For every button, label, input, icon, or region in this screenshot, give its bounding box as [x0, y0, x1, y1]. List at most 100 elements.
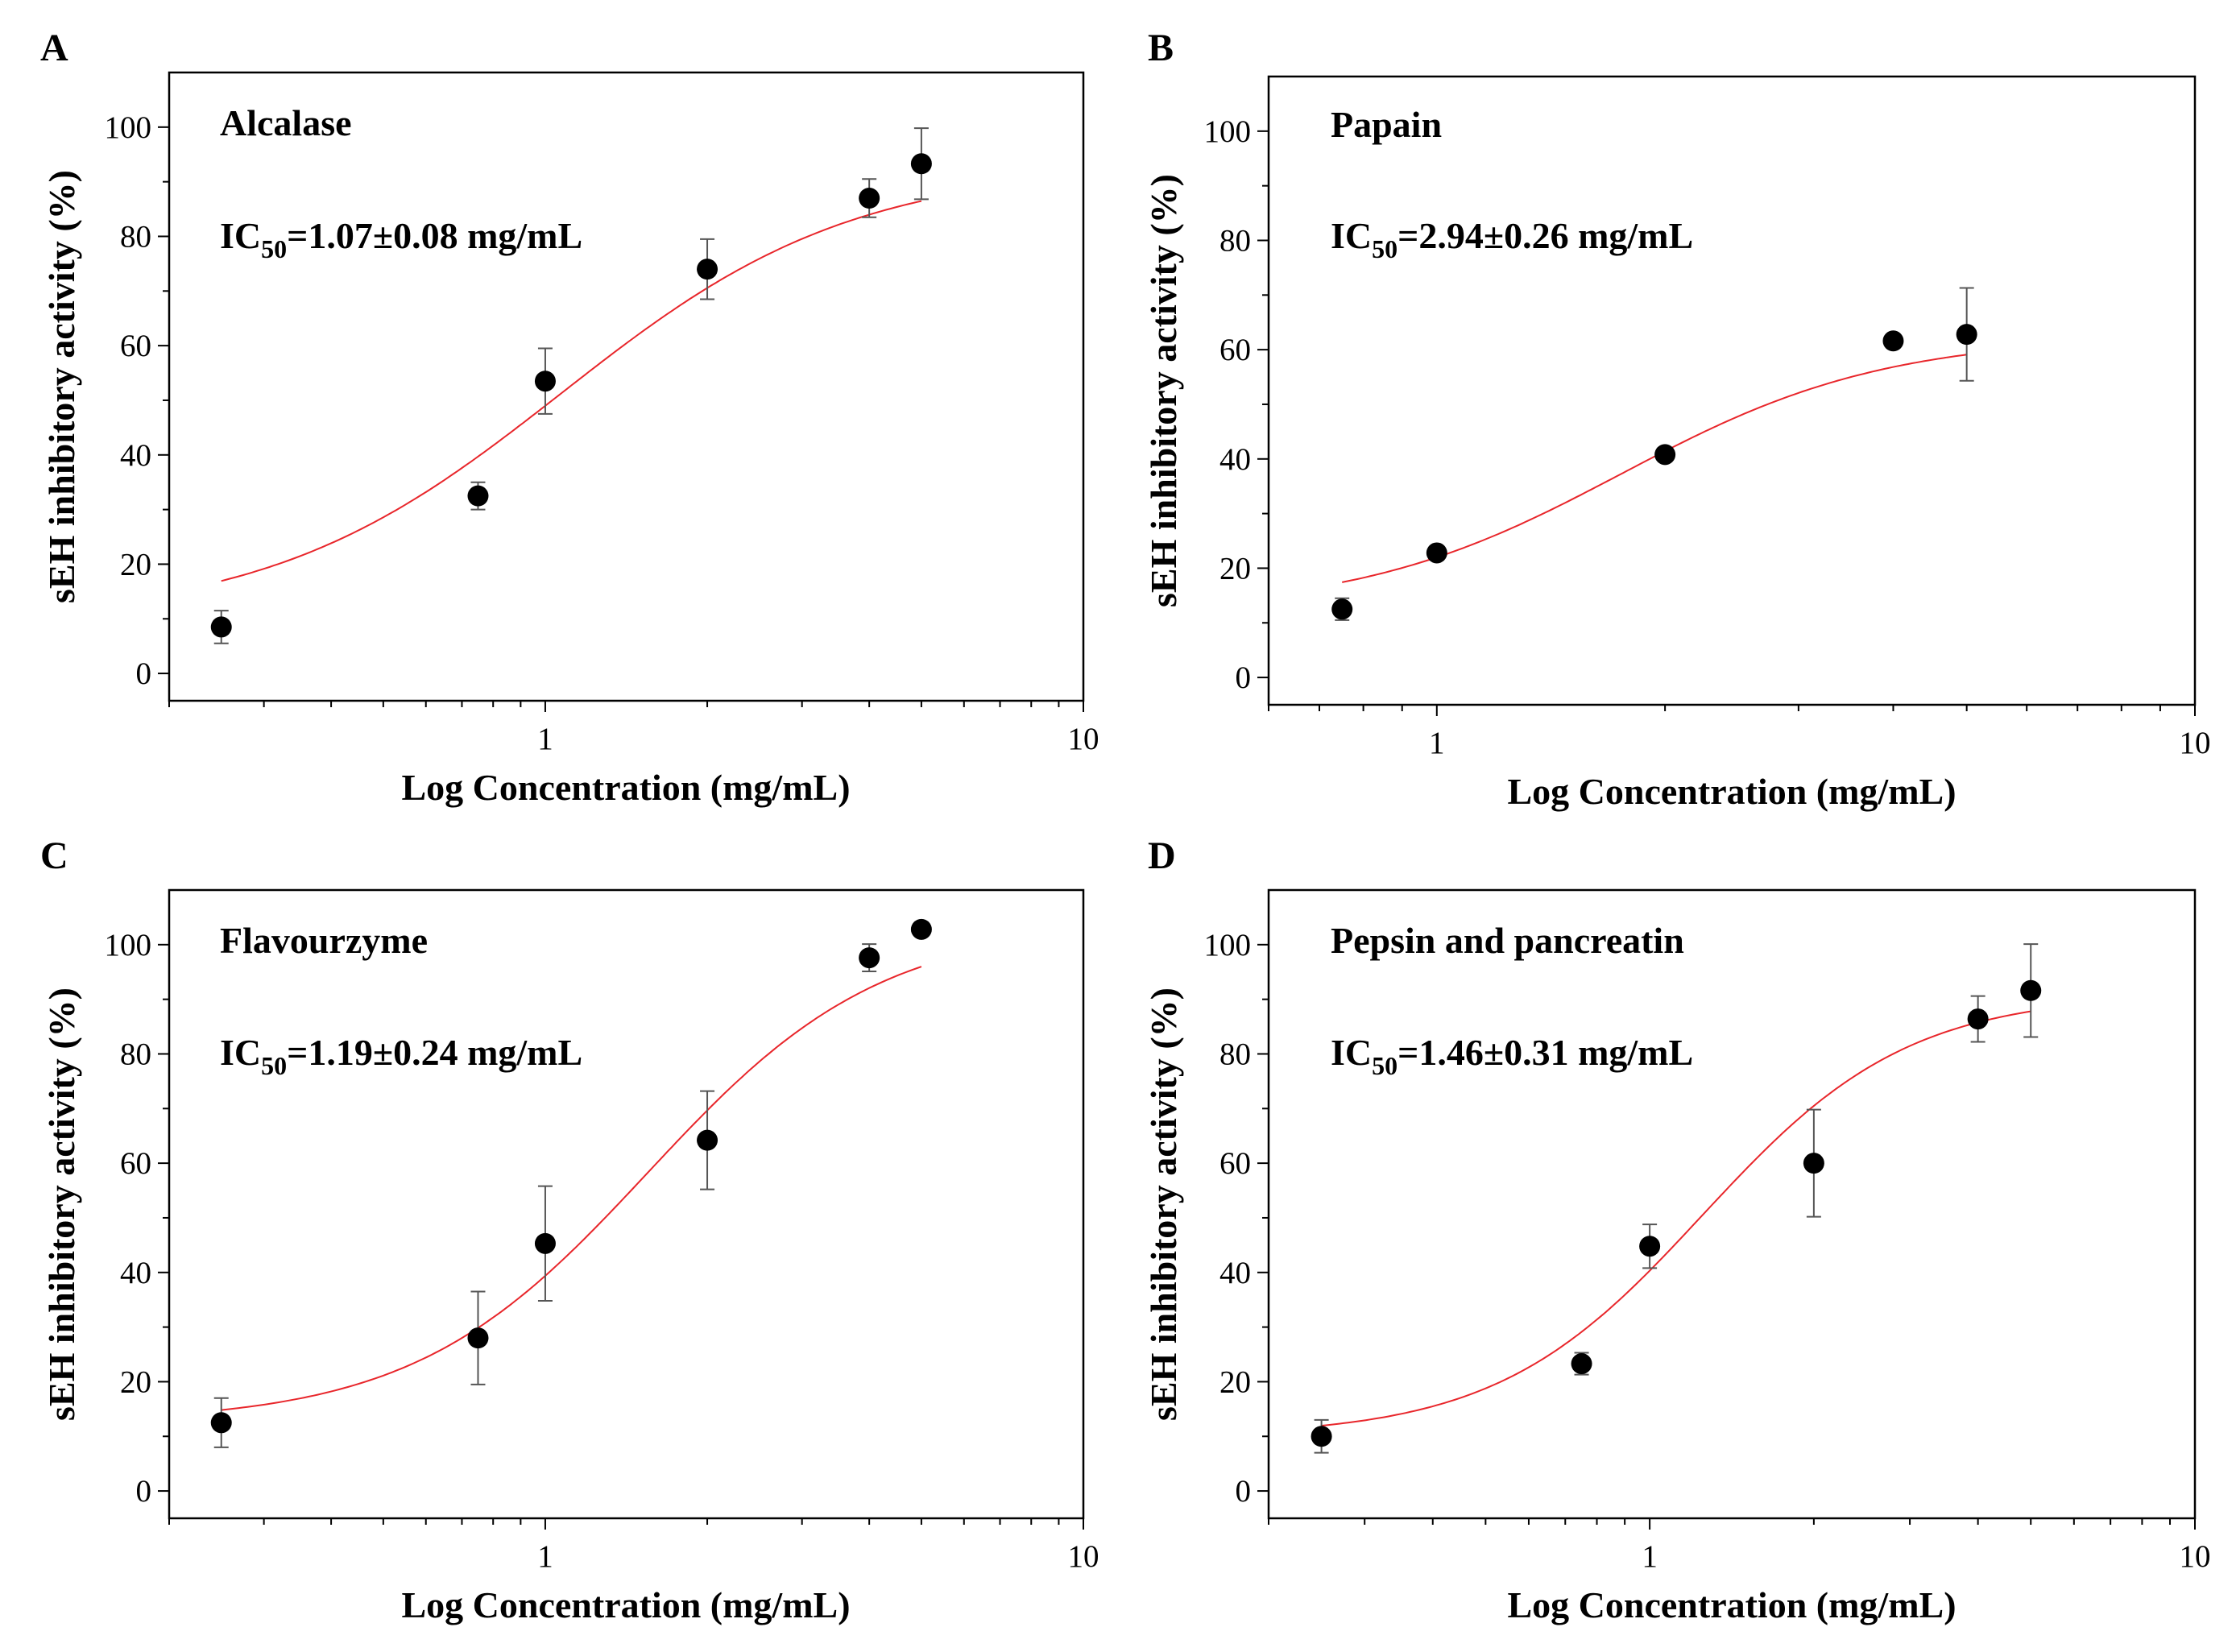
data-point — [1956, 324, 1977, 346]
data-point — [2020, 979, 2042, 1001]
y-tick-label: 20 — [1219, 551, 1251, 586]
fit-curve — [1321, 1010, 2031, 1426]
ic50-value: =2.94±0.26 mg/mL — [1398, 215, 1693, 256]
y-tick-label: 80 — [120, 1037, 151, 1071]
ic50-label: IC50=2.94±0.26 mg/mL — [1331, 215, 1693, 263]
ic50-prefix: IC — [220, 1032, 261, 1073]
plot-frame — [168, 888, 1085, 1520]
ic50-label: IC50=1.07±0.08 mg/mL — [220, 215, 582, 263]
y-tick-label: 0 — [136, 1474, 152, 1509]
data-point — [1571, 1353, 1592, 1375]
y-tick-label: 40 — [1219, 1256, 1251, 1290]
y-tick-label: 80 — [1219, 223, 1251, 258]
panel-letter: D — [1148, 834, 1176, 877]
x-axis-title: Log Concentration (mg/mL) — [1507, 771, 1956, 812]
data-point — [1639, 1236, 1661, 1257]
y-tick-labels: 0 20 40 60 80 100 — [105, 928, 152, 1509]
ic50-value: =1.46±0.31 mg/mL — [1398, 1032, 1693, 1073]
y-tick-labels: 0 20 40 60 80 100 — [1204, 928, 1252, 1509]
y-tick-label: 60 — [120, 1146, 151, 1181]
data-point — [697, 259, 718, 280]
x-tick-label: 1 — [537, 1539, 553, 1574]
x-tick-label: 10 — [1068, 722, 1099, 756]
ic50-value: =1.07±0.08 mg/mL — [287, 215, 582, 256]
y-tick-label: 100 — [1204, 928, 1252, 963]
data-points — [210, 918, 932, 1448]
data-point — [467, 485, 489, 507]
axis-ticks — [158, 126, 1084, 712]
data-point — [859, 188, 880, 209]
data-point — [1654, 444, 1676, 466]
y-tick-label: 80 — [120, 219, 151, 254]
x-tick-label: 1 — [537, 722, 553, 756]
data-point — [1426, 542, 1447, 564]
x-tick-labels: 1 10 — [1429, 726, 2210, 760]
ic50-subscript: 50 — [261, 1051, 287, 1080]
y-tick-label: 0 — [1236, 1474, 1252, 1509]
data-point — [534, 1232, 556, 1254]
data-points — [1331, 287, 1977, 621]
data-point — [697, 1129, 718, 1151]
y-tick-label: 0 — [1236, 660, 1252, 695]
data-point — [859, 947, 880, 969]
data-points — [210, 127, 932, 644]
y-tick-label: 20 — [120, 547, 151, 582]
y-tick-labels: 0 20 40 60 80 100 — [105, 110, 152, 691]
data-point — [534, 371, 556, 392]
y-tick-label: 20 — [1219, 1364, 1251, 1399]
y-tick-label: 100 — [105, 110, 152, 145]
data-points — [1311, 943, 2042, 1454]
panel-letter: A — [40, 27, 68, 69]
panel-letter: C — [40, 834, 68, 877]
data-point — [210, 616, 232, 638]
x-tick-label: 1 — [1429, 726, 1445, 760]
x-tick-labels: 1 10 — [537, 722, 1099, 756]
plot-frame — [1267, 75, 2197, 706]
ic50-subscript: 50 — [1372, 234, 1398, 263]
enzyme-label: Flavourzyme — [220, 920, 428, 961]
data-point — [1311, 1426, 1332, 1447]
axis-ticks — [1257, 130, 2196, 716]
data-point — [1803, 1153, 1824, 1174]
plot-frame — [1267, 888, 2197, 1520]
ic50-label: IC50=1.19±0.24 mg/mL — [220, 1032, 582, 1080]
x-axis-title: Log Concentration (mg/mL) — [401, 767, 850, 808]
enzyme-label: Pepsin and pancreatin — [1331, 920, 1684, 961]
panel-d: D 0 20 40 60 80 100 1 10 Pepsin and panc… — [1143, 834, 2211, 1625]
enzyme-label: Papain — [1331, 104, 1442, 145]
y-tick-label: 40 — [1219, 442, 1251, 477]
fit-curve — [221, 966, 922, 1411]
data-point — [1882, 330, 1904, 352]
x-tick-labels: 1 10 — [1642, 1539, 2210, 1574]
y-tick-label: 60 — [1219, 1146, 1251, 1181]
data-point — [467, 1327, 489, 1349]
y-axis-title: sEH inhibitory activity (%) — [1143, 987, 1184, 1421]
x-tick-labels: 1 10 — [537, 1539, 1099, 1574]
y-tick-label: 40 — [120, 1256, 151, 1290]
panel-letter: B — [1148, 27, 1174, 69]
x-tick-label: 10 — [1068, 1539, 1099, 1574]
data-point — [1331, 598, 1353, 620]
y-tick-label: 80 — [1219, 1037, 1251, 1071]
panel-a: A 0 20 40 60 80 100 1 10 Alcalase IC50=1… — [40, 27, 1099, 808]
y-tick-label: 60 — [120, 329, 151, 363]
axis-ticks — [158, 943, 1084, 1530]
ic50-subscript: 50 — [261, 234, 287, 263]
y-axis-title: sEH inhibitory activity (%) — [1143, 174, 1184, 607]
panel-b: B 0 20 40 60 80 100 1 10 Papain IC50=2.9… — [1143, 27, 2211, 812]
ic50-prefix: IC — [220, 215, 261, 256]
ic50-prefix: IC — [1331, 215, 1372, 256]
y-axis-title: sEH inhibitory activity (%) — [41, 170, 82, 603]
y-tick-label: 0 — [136, 656, 152, 691]
y-tick-label: 40 — [120, 438, 151, 473]
x-tick-label: 10 — [2180, 1539, 2211, 1574]
enzyme-label: Alcalase — [220, 102, 352, 143]
x-axis-title: Log Concentration (mg/mL) — [1507, 1584, 1956, 1625]
x-axis-title: Log Concentration (mg/mL) — [401, 1584, 850, 1625]
data-point — [910, 918, 932, 940]
x-tick-label: 1 — [1642, 1539, 1658, 1574]
y-tick-label: 100 — [105, 928, 152, 963]
ic50-value: =1.19±0.24 mg/mL — [287, 1032, 582, 1073]
ic50-label: IC50=1.46±0.31 mg/mL — [1331, 1032, 1693, 1080]
